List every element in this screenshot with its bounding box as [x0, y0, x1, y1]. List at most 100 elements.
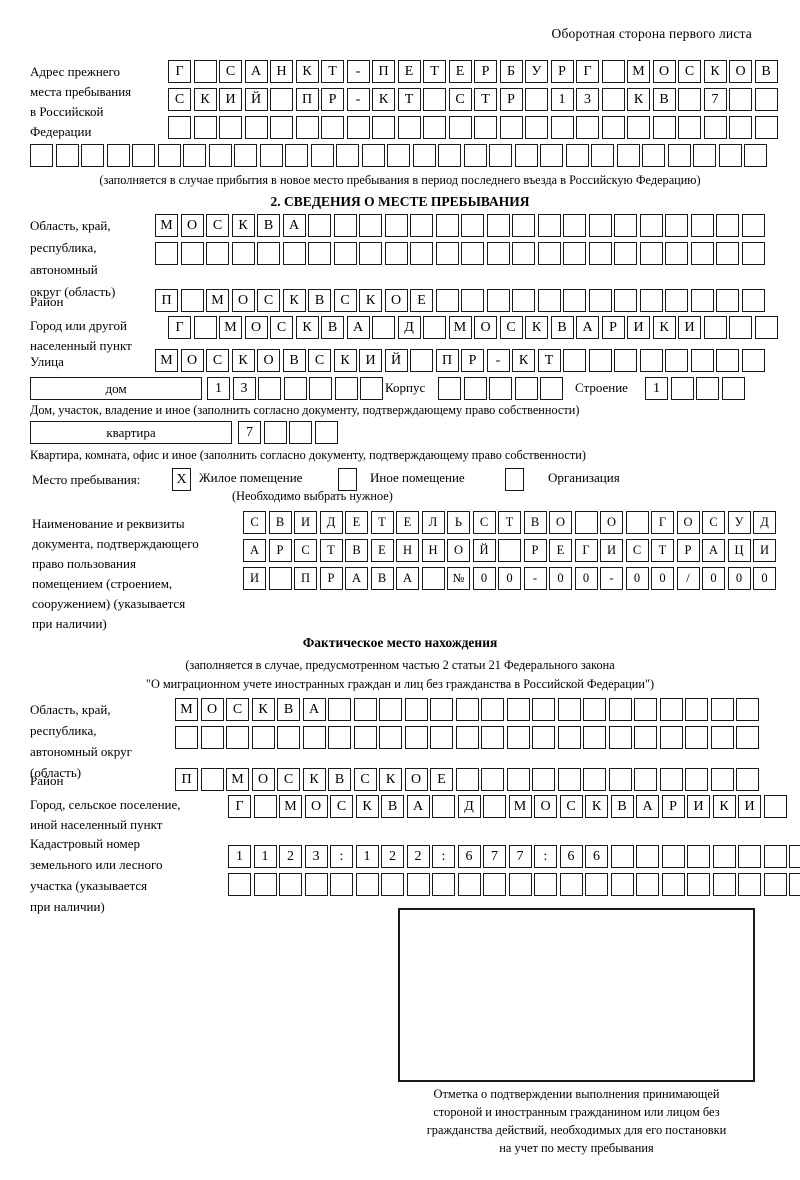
char-cell[interactable]: С	[702, 511, 725, 534]
char-cell[interactable]	[258, 377, 281, 400]
char-cell[interactable]: С	[270, 316, 293, 339]
document-row-3[interactable]: И П Р А В А № 0 0-0 0-0 0/0 0 0	[243, 567, 779, 590]
char-cell[interactable]	[397, 116, 421, 139]
char-cell[interactable]: К	[525, 316, 548, 339]
char-cell[interactable]: Г	[168, 316, 191, 339]
char-cell[interactable]	[690, 349, 714, 372]
char-cell[interactable]: С	[353, 768, 377, 791]
char-cell[interactable]	[563, 289, 586, 312]
char-cell[interactable]: О	[244, 316, 268, 339]
char-cell[interactable]	[435, 242, 459, 265]
char-cell[interactable]	[532, 768, 555, 791]
char-cell[interactable]: -	[600, 567, 623, 590]
char-cell[interactable]	[588, 349, 612, 372]
char-cell[interactable]: П	[295, 88, 319, 111]
char-cell[interactable]: Л	[421, 511, 445, 534]
char-cell[interactable]	[384, 214, 408, 237]
char-cell[interactable]	[333, 242, 357, 265]
house-box-label[interactable]: дом	[30, 377, 202, 400]
char-cell[interactable]	[406, 873, 430, 896]
char-cell[interactable]	[703, 116, 727, 139]
char-cell[interactable]: Т	[370, 511, 394, 534]
char-cell[interactable]	[219, 116, 242, 139]
char-cell[interactable]: И	[600, 539, 623, 562]
char-cell[interactable]: О	[384, 289, 408, 312]
char-cell[interactable]	[614, 349, 637, 372]
char-cell[interactable]	[489, 377, 512, 400]
char-cell[interactable]: /	[676, 567, 700, 590]
char-cell[interactable]	[661, 873, 685, 896]
char-cell[interactable]: С	[226, 698, 249, 721]
char-cell[interactable]	[514, 377, 538, 400]
char-cell[interactable]	[193, 116, 217, 139]
char-cell[interactable]: А	[243, 539, 266, 562]
char-cell[interactable]: И	[738, 795, 761, 818]
char-cell[interactable]: К	[355, 795, 379, 818]
char-cell[interactable]: 1	[228, 845, 251, 868]
char-cell[interactable]: Е	[345, 511, 368, 534]
char-cell[interactable]	[636, 873, 659, 896]
char-cell[interactable]: 0	[702, 567, 725, 590]
char-cell[interactable]	[372, 316, 395, 339]
char-cell[interactable]	[738, 845, 761, 868]
char-cell[interactable]: О	[304, 795, 328, 818]
char-cell[interactable]: В	[652, 88, 676, 111]
char-cell[interactable]	[295, 116, 319, 139]
char-cell[interactable]	[461, 289, 484, 312]
char-cell[interactable]	[314, 421, 338, 444]
char-cell[interactable]	[690, 214, 714, 237]
char-cell[interactable]	[251, 726, 275, 749]
char-cell[interactable]	[665, 289, 688, 312]
char-cell[interactable]: Р	[661, 795, 685, 818]
cadastral-row-2[interactable]	[228, 873, 800, 896]
char-cell[interactable]	[627, 116, 650, 139]
char-cell[interactable]	[763, 873, 787, 896]
char-cell[interactable]	[687, 873, 710, 896]
char-cell[interactable]: С	[625, 539, 649, 562]
char-cell[interactable]: К	[295, 60, 319, 83]
checkbox-zhiloe[interactable]: X	[172, 468, 191, 491]
char-cell[interactable]	[616, 144, 640, 167]
char-cell[interactable]	[614, 289, 637, 312]
char-cell[interactable]	[423, 316, 446, 339]
char-cell[interactable]	[412, 144, 436, 167]
char-cell[interactable]: 1	[207, 377, 230, 400]
char-cell[interactable]: О	[676, 511, 700, 534]
char-cell[interactable]	[537, 289, 561, 312]
char-cell[interactable]: М	[155, 349, 178, 372]
char-cell[interactable]: Р	[523, 539, 547, 562]
char-cell[interactable]: Й	[472, 539, 496, 562]
char-cell[interactable]	[703, 316, 727, 339]
char-cell[interactable]: А	[244, 60, 268, 83]
char-cell[interactable]	[404, 726, 428, 749]
char-cell[interactable]: 0	[651, 567, 674, 590]
char-cell[interactable]	[481, 726, 504, 749]
char-cell[interactable]	[423, 116, 446, 139]
char-cell[interactable]: Р	[474, 60, 497, 83]
char-cell[interactable]	[537, 214, 561, 237]
char-cell[interactable]	[712, 845, 736, 868]
mark-box[interactable]	[398, 908, 755, 1082]
char-cell[interactable]: О	[404, 768, 428, 791]
char-cell[interactable]: 1	[355, 845, 379, 868]
char-cell[interactable]	[565, 144, 589, 167]
char-cell[interactable]	[463, 144, 487, 167]
char-cell[interactable]: И	[294, 511, 317, 534]
char-cell[interactable]	[481, 698, 504, 721]
char-cell[interactable]: К	[295, 316, 319, 339]
char-cell[interactable]	[506, 726, 530, 749]
char-cell[interactable]	[729, 116, 752, 139]
char-cell[interactable]: П	[372, 60, 395, 83]
char-cell[interactable]: В	[277, 698, 300, 721]
char-cell[interactable]	[667, 144, 691, 167]
char-cell[interactable]	[736, 768, 759, 791]
char-cell[interactable]	[346, 116, 370, 139]
char-cell[interactable]	[308, 242, 331, 265]
